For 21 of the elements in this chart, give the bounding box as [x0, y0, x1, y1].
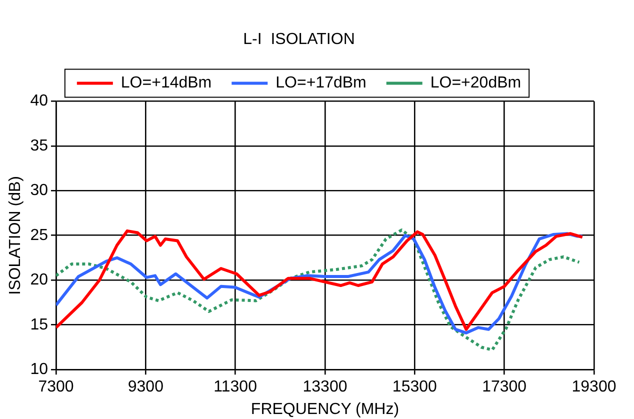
legend-label: LO=+17dBm [276, 74, 366, 92]
x-tick-label: 9300 [128, 378, 164, 396]
line-series [56, 228, 581, 352]
x-tick-label: 19300 [572, 378, 616, 396]
x-tick-label: 7300 [38, 378, 74, 396]
x-tick-label: 11300 [214, 378, 258, 396]
legend-label: LO=+14dBm [120, 74, 212, 92]
y-tick-label: 25 [30, 226, 48, 244]
y-axis-title: ISOLATION (dB) [7, 176, 24, 295]
y-tick-label: 30 [30, 182, 48, 200]
x-axis-title: FREQUENCY (MHz) [250, 400, 400, 418]
x-tick-label: 13300 [302, 378, 348, 396]
legend-label: LO=+20dBm [430, 74, 522, 92]
chart-title: L-I ISOLATION [243, 31, 355, 48]
y-tick-label: 20 [30, 272, 48, 289]
y-tick-label: 15 [30, 316, 48, 334]
y-tick-label: 40 [30, 92, 48, 110]
y-tick-label: 35 [30, 137, 48, 154]
x-tick-label: 17300 [482, 378, 527, 396]
y-tick-label: 10 [30, 361, 48, 378]
x-tick-label: 15300 [392, 378, 438, 396]
